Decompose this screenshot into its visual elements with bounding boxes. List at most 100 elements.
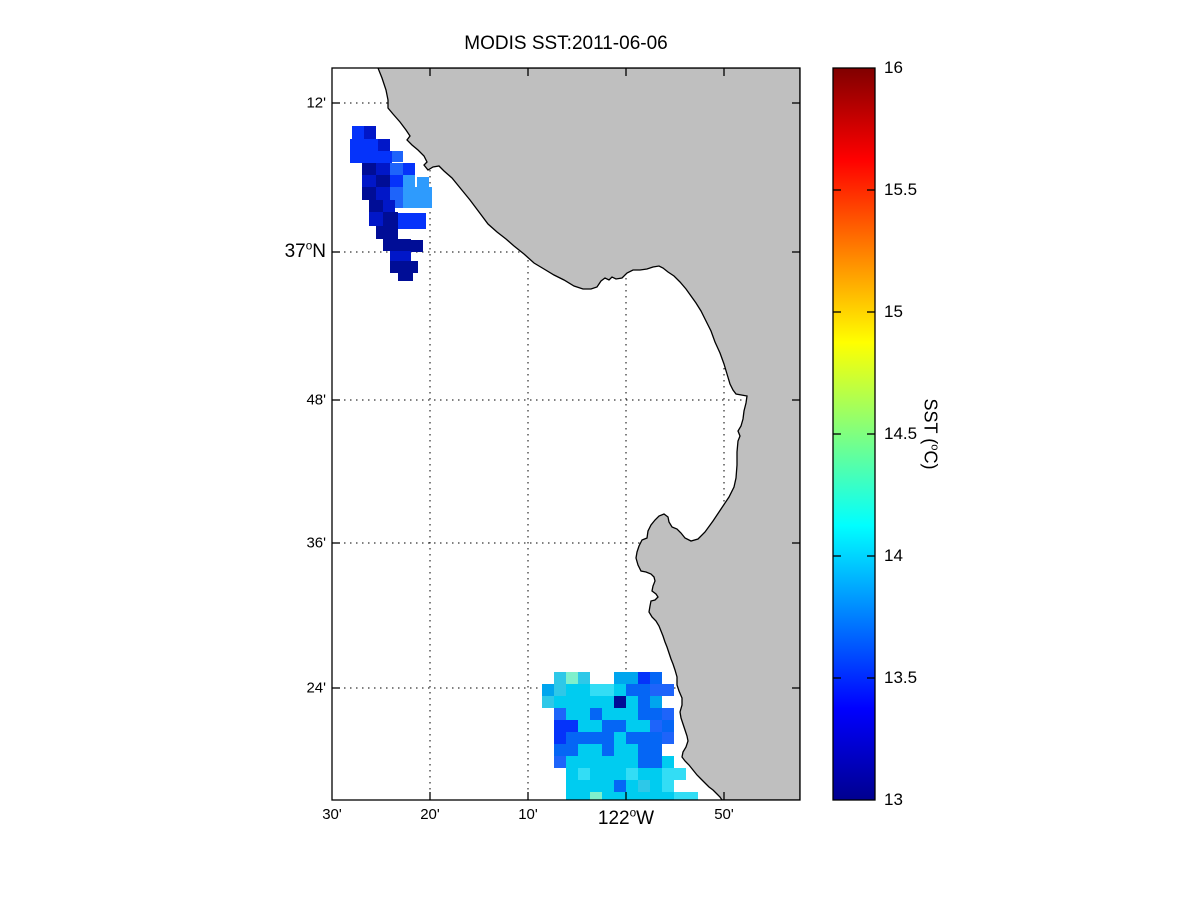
sst-cell <box>390 251 411 261</box>
sst-cell <box>566 708 578 720</box>
sst-cell <box>554 672 566 684</box>
sst-cell <box>626 672 638 684</box>
sst-cell <box>638 696 650 708</box>
sst-cell <box>626 732 638 744</box>
sst-cell <box>638 744 650 756</box>
sst-cell <box>650 732 662 744</box>
sst-cell <box>602 708 614 720</box>
sst-cell <box>403 175 415 187</box>
sst-cell <box>390 175 403 187</box>
sst-cell <box>350 139 378 163</box>
degree-symbol: o <box>629 806 637 820</box>
sst-cell <box>376 163 390 175</box>
sst-cell <box>614 768 626 780</box>
sst-cell <box>390 261 418 273</box>
sst-cell <box>566 672 578 684</box>
sst-cell <box>638 792 650 800</box>
sst-cell <box>614 684 626 696</box>
sst-cell <box>352 126 364 139</box>
y-tick-12min: 12' <box>306 94 326 112</box>
cbar-tick-13p5: 13.5 <box>884 668 918 687</box>
x-tick-30min: 30' <box>322 806 342 823</box>
sst-cell <box>662 780 674 792</box>
sst-cell <box>578 720 590 732</box>
sst-cell <box>638 780 650 792</box>
sst-cell <box>390 187 403 200</box>
sst-cell <box>590 732 602 744</box>
sst-cell <box>417 177 429 188</box>
sst-cell <box>566 684 578 696</box>
sst-cell <box>626 780 638 792</box>
sst-cell <box>566 720 578 732</box>
chart-title-text: MODIS SST:2011-06-06 <box>464 33 668 54</box>
sst-cell <box>650 720 662 732</box>
sst-cell <box>602 696 614 708</box>
sst-cell <box>626 756 638 768</box>
sst-cell <box>626 792 638 800</box>
sst-cell <box>662 720 674 732</box>
sst-cell <box>554 756 566 768</box>
sst-cell <box>403 187 432 208</box>
sst-cell <box>614 672 626 684</box>
sst-cell <box>369 200 383 212</box>
sst-cell <box>554 708 566 720</box>
sst-cell <box>650 708 662 720</box>
x-tick-122W: 122oW <box>597 806 655 829</box>
sst-cell <box>566 780 578 792</box>
sst-cell <box>566 792 578 800</box>
sst-cell <box>578 744 590 756</box>
sst-cell <box>686 792 698 800</box>
sst-cell <box>362 187 376 200</box>
cbar-tick-15: 15 <box>884 302 903 321</box>
sst-cell <box>650 684 662 696</box>
sst-cell <box>578 768 590 780</box>
sst-cell <box>650 744 662 756</box>
sst-cell <box>362 175 376 187</box>
plot-border <box>331 67 801 801</box>
sst-cell <box>662 732 674 744</box>
sst-cell <box>638 768 650 780</box>
sst-cell <box>378 151 392 163</box>
sst-cell <box>638 684 650 696</box>
sst-cell <box>662 756 674 768</box>
chart-title: MODIS SST:2011-06-06 <box>464 33 667 55</box>
sst-cell <box>638 756 650 768</box>
sst-cell <box>638 708 650 720</box>
sst-cell <box>378 139 390 151</box>
sst-cell <box>392 151 403 162</box>
sst-cell <box>650 792 662 800</box>
sst-cell <box>614 780 626 792</box>
sst-cell <box>542 696 554 708</box>
sst-cell <box>566 768 578 780</box>
sst-cell <box>395 200 403 208</box>
sst-cell <box>590 756 602 768</box>
y-tick-24min: 24' <box>306 679 326 697</box>
sst-cell <box>674 792 686 800</box>
sst-cell <box>578 732 590 744</box>
sst-cell <box>578 684 590 696</box>
sst-cell <box>662 708 674 720</box>
sst-cell <box>578 780 590 792</box>
sst-cell <box>662 792 674 800</box>
sst-cell <box>602 732 614 744</box>
sst-cell <box>626 744 638 756</box>
sst-cell <box>554 720 566 732</box>
sst-cell <box>383 200 395 212</box>
sst-cell <box>383 239 411 251</box>
sst-cell <box>614 756 626 768</box>
sst-cell <box>650 672 662 684</box>
y-tick-36min: 36' <box>306 534 326 552</box>
sst-cell <box>369 212 383 226</box>
sst-cell <box>566 756 578 768</box>
sst-cell <box>614 696 626 708</box>
cbar-axis-label: SST (oC) <box>920 398 941 470</box>
cbar-tick-14: 14 <box>884 546 903 565</box>
sst-cell <box>398 213 426 229</box>
sst-cell <box>602 792 614 800</box>
y-tick-48min: 48' <box>306 391 326 409</box>
sst-cell <box>590 684 602 696</box>
sst-cell <box>650 696 662 708</box>
sst-cell <box>614 720 626 732</box>
cbar-tick-15p5: 15.5 <box>884 180 918 199</box>
